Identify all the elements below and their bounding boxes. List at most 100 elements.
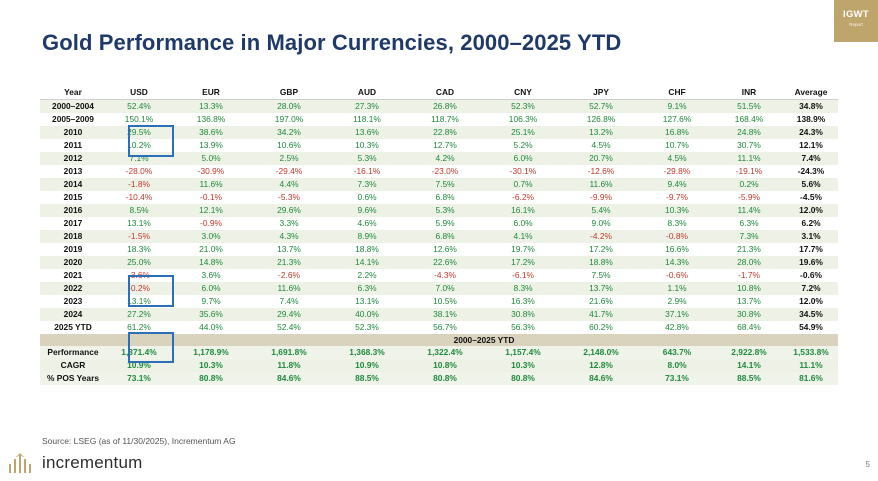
value-cell: 52.4% [106,99,172,113]
value-cell: 4.3% [250,230,328,243]
summary-value: 10.9% [328,359,406,372]
value-cell: 6.0% [513,218,533,228]
value-cell: 7.3% [714,230,784,243]
year-cell: 2014 [40,178,106,191]
value-cell: 9.4% [640,178,714,191]
table-row: 2013 -28.0% -30.9% -29.4% -16.1% -23.0% -30.1%… [40,165,838,178]
summary-value: 10.3% [484,359,562,372]
value-cell: 21.3% [250,256,328,269]
column-header: Year [40,86,106,100]
value-cell: 13.7% [562,282,640,295]
value-cell: 2.9% [667,296,687,306]
value-cell: -30.9% [197,166,225,176]
value-cell: 10.6% [277,140,301,150]
column-header: USD [106,86,172,100]
summary-value: 80.8% [406,372,484,385]
summary-value: 10.8% [406,359,484,372]
value-cell: -0.1% [200,192,222,202]
value-cell: 14.1% [328,256,406,269]
average-cell: 138.9% [796,114,826,124]
table-row: 2014 -1.8% 11.6% 4.4% 7.3% 7.5% 0.7% 11.6% 9.4% 0… [40,178,838,191]
value-cell: 10.5% [433,296,457,306]
summary-value: 84.6% [562,372,640,385]
value-cell: 13.1% [355,296,379,306]
value-cell: -28.0% [125,166,153,176]
summary-value: 12.8% [562,359,640,372]
table-row: 2022 -0.2% 6.0% 11.6% 6.3% 7.0% 8.3% 13.7% 1.1% 1… [40,282,838,295]
logo-text: incrementum [42,453,143,472]
value-cell: -4.3% [434,270,456,280]
column-header: Average [784,86,838,100]
page-title: Gold Performance in Major Currencies, 20… [42,30,622,55]
average-cell: 54.9% [799,322,823,332]
year-cell: 2010 [40,126,106,139]
summary-value: 73.1% [106,372,172,385]
value-cell: 11.6% [562,178,640,191]
column-header: CHF [640,86,714,100]
value-cell: 118.1% [353,114,381,124]
value-cell: 14.3% [640,256,714,269]
value-cell: 126.8% [586,114,616,124]
summary-value: 80.8% [484,372,562,385]
value-cell: 3.6% [201,270,221,280]
incrementum-logo: incrementum [8,453,142,473]
summary-label: CAGR [40,359,106,372]
value-cell: 9.1% [640,99,714,113]
value-cell: 27.2% [106,308,172,321]
value-cell: -29.8% [663,166,691,176]
summary-value: 1,691.8% [250,346,328,359]
year-cell: 2005–2009 [52,114,94,124]
value-cell: 34.2% [250,126,328,139]
value-cell: 4.6% [357,218,377,228]
column-header: EUR [172,86,250,100]
value-cell: 5.0% [172,152,250,165]
value-cell: -0.9% [200,218,222,228]
value-cell: 6.3% [328,282,406,295]
summary-separator-row: 2000–2025 YTD [40,334,838,346]
value-cell: 38.6% [172,126,250,139]
summary-value: 73.1% [640,372,714,385]
year-cell: 2016 [40,204,106,217]
value-cell: 28.0% [250,99,328,113]
summary-value: 84.6% [250,372,328,385]
value-cell: -9.7% [666,192,688,202]
value-cell: 13.1% [127,296,151,306]
summary-row: Performance 1,371.4% 1,178.9% 1,691.8% 1,368… [40,346,838,359]
summary-value: 1,368.3% [328,346,406,359]
value-cell: 0.6% [357,192,377,202]
value-cell: 5.3% [406,204,484,217]
table-row: 2019 18.3% 21.0% 13.7% 18.8% 12.6% 19.7% 17.2% 1… [40,243,838,256]
value-cell: 22.6% [406,256,484,269]
value-cell: 13.9% [199,140,223,150]
value-cell: 127.6% [662,114,692,124]
column-header: JPY [562,86,640,100]
value-cell: 9.0% [591,218,611,228]
year-cell: 2011 [63,140,83,150]
table-row: 2017 13.1% -0.9% 3.3% 4.6% 5.9% 6.0% 9.0% 8.3% 6.… [40,217,838,230]
summary-row: % POS Years 73.1% 80.8% 84.6% 88.5% 80.8% 80.8… [40,372,838,385]
summary-value: 88.5% [328,372,406,385]
value-cell: 168.4% [734,114,764,124]
value-cell: 136.8% [196,114,226,124]
table-body: 2000–2004 52.4% 13.3% 28.0% 27.3% 26.8% 52.3% 5… [40,99,838,385]
table-row: 2025 YTD 61.2% 44.0% 52.4% 52.3% 56.7% 56.3% 60… [40,321,838,334]
value-cell: 17.2% [484,256,562,269]
value-cell: 41.7% [562,308,640,321]
average-cell: 34.5% [784,308,838,321]
column-header: GBP [250,86,328,100]
value-cell: 1.1% [640,282,714,295]
value-cell: 8.3% [667,218,687,228]
value-cell: 52.3% [355,322,379,332]
summary-value: 81.6% [784,372,838,385]
summary-value: 1,178.9% [172,346,250,359]
table-row: 2016 8.5% 12.1% 29.6% 9.6% 5.3% 16.1% 5.4% 10.3%… [40,204,838,217]
value-cell: 13.6% [328,126,406,139]
value-cell: 42.8% [665,322,689,332]
value-cell: 9.7% [201,296,221,306]
source-note: Source: LSEG (as of 11/30/2025), Increme… [42,436,236,446]
table-row: 2005–2009 150.1% 136.8% 197.0% 118.1% 118.7% 1… [40,113,838,126]
value-cell: 10.8% [714,282,784,295]
table-row: 2018 -1.5% 3.0% 4.3% 8.9% 6.8% 4.1% -4.2% -0.8% 7… [40,230,838,243]
year-cell: 2020 [40,256,106,269]
value-cell: 6.0% [484,152,562,165]
